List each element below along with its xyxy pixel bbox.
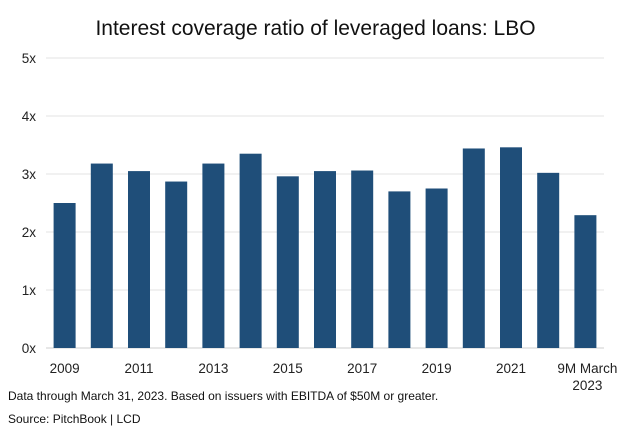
x-tick-label: 2009 [50,361,80,376]
x-tick-label: 9M March 2023 [557,361,617,393]
y-tick-label: 4x [22,109,37,124]
bar-2020 [462,148,485,348]
bar-2013 [202,163,225,348]
x-tick-label: 2015 [273,361,303,376]
bar-2015 [276,176,299,348]
bar-9m-march-2023 [574,215,597,348]
y-axis-tick-labels: 0x 1x 2x 3x 4x 5x [22,51,37,356]
bar-2012 [165,181,188,348]
bar-2010 [90,163,113,348]
x-tick-label: 2011 [124,361,153,376]
y-tick-label: 2x [22,225,37,240]
footnote: Data through March 31, 2023. Based on is… [8,389,439,403]
bar-2016 [314,171,336,348]
y-tick-label: 3x [22,167,37,182]
y-tick-label: 1x [22,283,37,298]
bar-2019 [425,188,448,348]
bar-2011 [128,171,150,348]
bar-2018 [388,191,411,348]
source-note: Source: PitchBook | LCD [8,412,141,426]
x-tick-label: 2013 [198,361,228,376]
bar-2009 [53,203,76,348]
y-tick-label: 0x [22,341,37,356]
x-tick-label: 2017 [347,361,377,376]
y-tick-label: 5x [22,51,37,66]
bar-2021 [500,147,522,348]
bars [53,147,597,348]
x-tick-label: 2021 [496,361,526,376]
x-tick-label: 2019 [422,361,452,376]
x-axis-tick-labels: 2009 2011 2013 2015 2017 2019 2021 9M March 2023 [50,361,618,393]
bar-2022 [537,172,560,348]
bar-2017 [351,170,374,348]
bar-2014 [239,153,262,348]
chart-title: Interest coverage ratio of leveraged loa… [95,17,536,40]
